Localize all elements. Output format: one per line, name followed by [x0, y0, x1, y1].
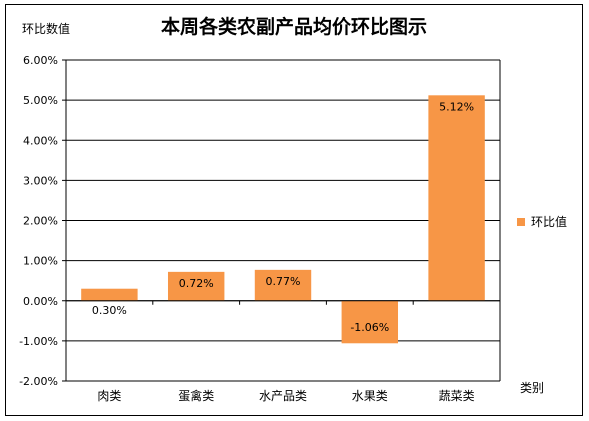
- chart-title: 本周各类农副产品均价环比图示: [161, 15, 427, 38]
- x-tick-label: 肉类: [97, 389, 121, 403]
- y-tick-label: -2.00%: [19, 375, 58, 388]
- x-tick-label: 蔬菜类: [439, 389, 475, 403]
- y-tick-label: 3.00%: [23, 174, 58, 187]
- data-label: -1.06%: [350, 321, 389, 334]
- legend-swatch: [517, 218, 525, 226]
- y-tick-label: 6.00%: [23, 54, 58, 67]
- bar: [254, 269, 312, 301]
- bars: [81, 95, 485, 344]
- y-tick-label: 1.00%: [23, 255, 58, 268]
- data-label: 0.77%: [266, 275, 301, 288]
- bar: [428, 95, 485, 301]
- y-tick-label: 5.00%: [23, 94, 58, 107]
- axes: [62, 59, 501, 382]
- x-tick-label: 水果类: [352, 389, 388, 403]
- y-tick-label: 4.00%: [23, 134, 58, 147]
- y-tick-label: -1.00%: [19, 335, 58, 348]
- data-label: 0.72%: [179, 277, 214, 290]
- legend-label: 环比值: [531, 214, 567, 229]
- y-axis-label: 环比数值: [22, 21, 70, 36]
- x-axis-label: 类别: [520, 381, 544, 395]
- x-tick-label: 蛋禽类: [178, 388, 214, 403]
- chart-frame: [5, 4, 583, 416]
- x-tick-labels: 肉类 蛋禽类 水产品类 水果类 蔬菜类: [97, 388, 474, 403]
- y-tick-label: 2.00%: [23, 215, 58, 228]
- data-label: 0.30%: [92, 304, 127, 317]
- bar: [167, 271, 225, 301]
- bar: [341, 300, 399, 344]
- bar: [81, 288, 138, 301]
- x-tick-label: 水产品类: [259, 389, 307, 403]
- legend: 环比值: [517, 214, 567, 229]
- data-labels: 0.30% 0.72% 0.77% -1.06% 5.12%: [92, 100, 474, 333]
- data-label: 5.12%: [439, 100, 474, 113]
- y-tick-label: 0.00%: [23, 295, 58, 308]
- gridlines: [66, 59, 500, 382]
- y-tick-labels: -2.00% -1.00% 0.00% 1.00% 2.00% 3.00% 4.00% 5.0…: [19, 54, 58, 388]
